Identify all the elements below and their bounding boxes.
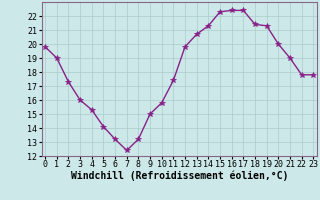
X-axis label: Windchill (Refroidissement éolien,°C): Windchill (Refroidissement éolien,°C) [70, 171, 288, 181]
